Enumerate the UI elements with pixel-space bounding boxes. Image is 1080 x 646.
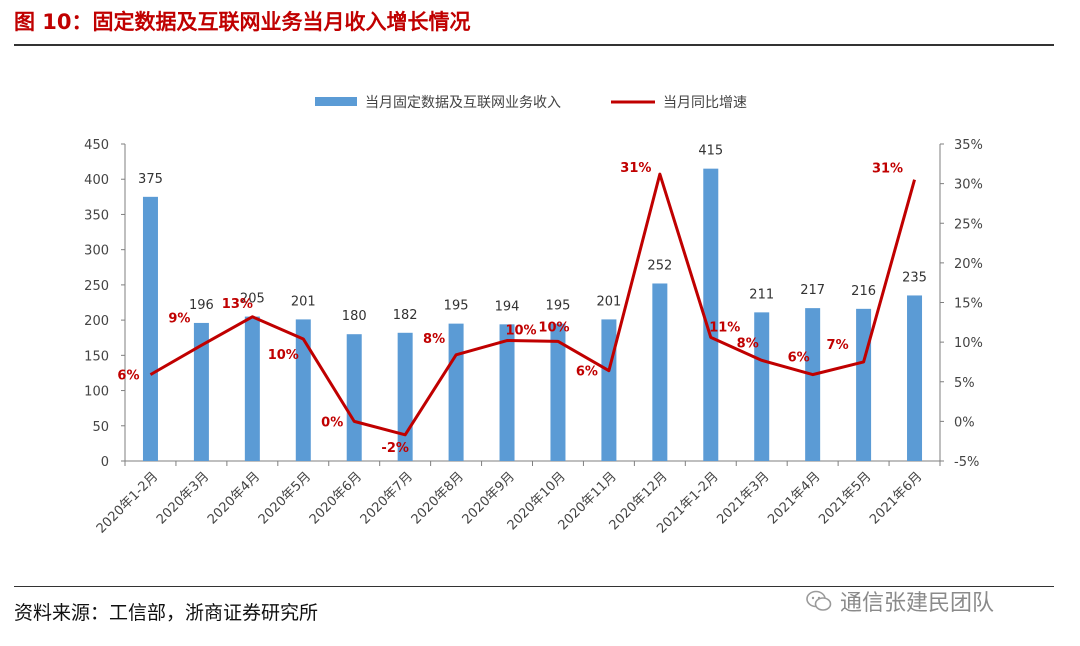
bar-value-label: 211 [749, 287, 774, 302]
line-value-label: 11% [709, 320, 740, 335]
bar-value-label: 252 [647, 258, 672, 273]
line-value-label: 0% [321, 415, 343, 430]
bar [244, 316, 260, 461]
bar-value-label: 195 [546, 299, 571, 314]
left-tick-label: 150 [84, 349, 109, 364]
bar [295, 319, 311, 461]
legend-bar-swatch [315, 97, 357, 106]
wechat-icon [806, 590, 832, 611]
bar [448, 323, 464, 461]
left-tick-label: 50 [92, 420, 109, 435]
bar-value-label: 415 [698, 144, 723, 159]
bar [856, 308, 872, 461]
right-tick-label: 15% [954, 297, 983, 312]
right-tick-label: 5% [954, 376, 975, 391]
x-tick-label: 2021年3月 [714, 469, 772, 527]
watermark-text: 通信张建民团队 [840, 591, 995, 616]
right-tick-label: 10% [954, 336, 983, 351]
line-value-label: 8% [737, 336, 759, 351]
bar [193, 322, 209, 461]
left-tick-label: 250 [84, 279, 109, 294]
bar [652, 283, 668, 461]
bar [703, 168, 719, 461]
right-tick-label: 30% [954, 178, 983, 193]
x-tick-label: 2020年5月 [256, 469, 314, 527]
legend-bar-label: 当月固定数据及互联网业务收入 [365, 95, 561, 111]
line-value-label: 10% [538, 320, 569, 335]
bar-value-label: 195 [444, 299, 469, 314]
left-tick-label: 100 [84, 385, 109, 400]
bar-value-label: 196 [189, 298, 214, 313]
right-tick-label: 35% [954, 138, 983, 153]
line-value-label: 10% [268, 348, 299, 363]
bar [754, 312, 770, 461]
bar-value-label: 194 [495, 299, 520, 314]
source-note: 资料来源：工信部，浙商证券研究所 [14, 602, 319, 624]
bar [550, 323, 566, 461]
left-tick-label: 200 [84, 314, 109, 329]
left-tick-label: 300 [84, 244, 109, 259]
bar [907, 295, 923, 461]
x-tick-label: 2020年3月 [154, 469, 212, 527]
line-value-label: 6% [576, 365, 598, 380]
line-value-label: 7% [827, 338, 849, 353]
bar-value-label: 180 [342, 309, 367, 324]
bar [346, 334, 362, 461]
x-tick-label: 2021年6月 [867, 469, 925, 527]
x-tick-label: 2020年1-2月 [94, 469, 161, 536]
left-tick-label: 400 [84, 173, 109, 188]
bar-value-label: 235 [902, 270, 927, 285]
line-value-label: 6% [117, 369, 139, 384]
x-tick-label: 2021年4月 [765, 469, 823, 527]
bar-value-label: 217 [800, 283, 825, 298]
right-tick-label: -5% [954, 455, 979, 470]
bar [601, 319, 617, 461]
x-tick-label: 2021年5月 [816, 469, 874, 527]
line-value-label: 13% [222, 297, 253, 312]
left-tick-label: 0 [101, 455, 109, 470]
bottom-divider [14, 586, 1054, 587]
left-tick-label: 350 [84, 208, 109, 223]
combo-chart: 0 50 100 150 200 250 300 350 400 450 -5% 0% 5% 10% 15%… [84, 95, 983, 537]
bar-value-label: 201 [291, 294, 316, 309]
line-value-label: -2% [381, 441, 408, 456]
left-tick-label: 450 [84, 138, 109, 153]
bar-value-label: 216 [851, 284, 876, 299]
line-value-label: 10% [505, 324, 536, 339]
line-value-label: 31% [620, 161, 651, 176]
right-tick-label: 0% [954, 415, 975, 430]
bar-value-label: 375 [138, 172, 163, 187]
line-value-label: 9% [168, 311, 190, 326]
right-tick-label: 20% [954, 257, 983, 272]
top-divider [14, 44, 1054, 46]
legend-line-label: 当月同比增速 [663, 95, 747, 111]
bar-value-label: 201 [596, 294, 621, 309]
line-value-label: 8% [423, 332, 445, 347]
bar [805, 308, 821, 461]
right-tick-label: 25% [954, 217, 983, 232]
bar [142, 196, 158, 462]
line-value-label: 6% [788, 351, 810, 366]
figure-title: 图 10：固定数据及互联网业务当月收入增长情况 [14, 10, 471, 34]
bar [499, 324, 515, 461]
bar-value-label: 182 [393, 308, 418, 323]
growth-line [149, 172, 916, 437]
x-tick-label: 2020年6月 [307, 469, 365, 527]
line-value-label: 31% [872, 162, 903, 177]
watermark: 通信张建民团队 [806, 586, 994, 616]
x-tick-label: 2020年7月 [358, 469, 416, 527]
bar-value-label: 205 [240, 292, 265, 307]
x-tick-label: 2020年4月 [205, 469, 263, 527]
x-tick-label: 2020年8月 [409, 469, 467, 527]
